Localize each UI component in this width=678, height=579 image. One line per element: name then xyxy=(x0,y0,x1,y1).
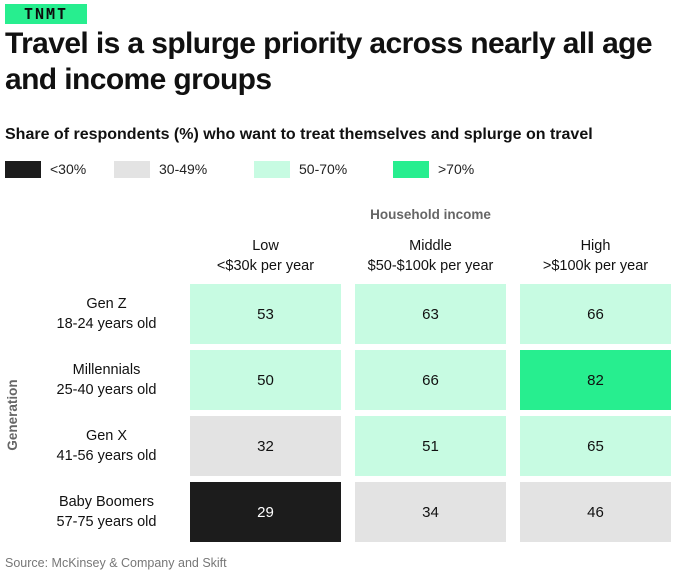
legend: <30% 30-49% 50-70% >70% xyxy=(5,158,673,180)
heatmap-cell: 34 xyxy=(355,482,506,542)
row-header-name: Gen X xyxy=(85,428,128,444)
row-header-range: 25-40 years old xyxy=(56,382,157,398)
row-header-range: 57-75 years old xyxy=(56,514,157,530)
column-header-low: Low <$30k per year xyxy=(190,236,341,276)
row-header-baby-boomers: Baby Boomers 57-75 years old xyxy=(28,482,185,542)
row-header-name: Baby Boomers xyxy=(58,494,155,510)
heatmap-cell: 66 xyxy=(355,350,506,410)
legend-label: 50-70% xyxy=(299,161,348,177)
legend-swatch xyxy=(393,160,429,178)
chart-title: Travel is a splurge priority across near… xyxy=(5,27,653,96)
heatmap-cell-value: 34 xyxy=(422,503,439,521)
heatmap-cell: 32 xyxy=(190,416,341,476)
row-header-gen-z: Gen Z 18-24 years old xyxy=(28,284,185,344)
heatmap-cell: 53 xyxy=(190,284,341,344)
heatmap-cell: 65 xyxy=(520,416,671,476)
heatmap-cell-value: 82 xyxy=(587,371,604,389)
heatmap-cell-value: 50 xyxy=(257,371,274,389)
brand-logo: TNMT xyxy=(5,4,87,24)
heatmap-cell: 51 xyxy=(355,416,506,476)
column-header-high: High >$100k per year xyxy=(520,236,671,276)
heatmap-cell-value: 66 xyxy=(422,371,439,389)
column-header-middle: Middle $50-$100k per year xyxy=(355,236,506,276)
legend-swatch xyxy=(114,160,150,178)
row-header-millennials: Millennials 25-40 years old xyxy=(28,350,185,410)
legend-label: >70% xyxy=(438,161,475,177)
heatmap-cell: 29 xyxy=(190,482,341,542)
legend-item-under-30: <30% xyxy=(5,158,86,180)
heatmap-cell-value: 51 xyxy=(422,437,439,455)
column-header-name: Middle xyxy=(409,238,452,254)
row-header-range: 18-24 years old xyxy=(56,316,157,332)
row-header-range: 41-56 years old xyxy=(56,448,157,464)
legend-item-30-49: 30-49% xyxy=(114,158,207,180)
heatmap-cell-value: 53 xyxy=(257,305,274,323)
brand-logo-text: TNMT xyxy=(23,5,69,23)
y-group-title: Generation xyxy=(5,379,20,451)
row-header-name: Millennials xyxy=(72,362,141,378)
legend-item-50-70: 50-70% xyxy=(254,158,347,180)
heatmap-cell: 63 xyxy=(355,284,506,344)
heatmap-cell: 46 xyxy=(520,482,671,542)
legend-item-over-70: >70% xyxy=(393,158,474,180)
legend-swatch xyxy=(254,160,290,178)
source-note: Source: McKinsey & Company and Skift xyxy=(5,556,227,570)
heatmap-cell-value: 46 xyxy=(587,503,604,521)
column-header-range: $50-$100k per year xyxy=(367,258,494,274)
legend-label: 30-49% xyxy=(159,161,208,177)
legend-swatch xyxy=(5,160,41,178)
heatmap-cell-value: 32 xyxy=(257,437,274,455)
heatmap-cell-value: 29 xyxy=(257,503,274,521)
row-header-gen-x: Gen X 41-56 years old xyxy=(28,416,185,476)
column-header-name: Low xyxy=(252,238,279,254)
heatmap-cell: 82 xyxy=(520,350,671,410)
row-header-name: Gen Z xyxy=(86,296,127,312)
heatmap-cell: 50 xyxy=(190,350,341,410)
column-header-range: >$100k per year xyxy=(542,258,649,274)
legend-label: <30% xyxy=(50,161,87,177)
heatmap-cell-value: 65 xyxy=(587,437,604,455)
heatmap-cell-value: 66 xyxy=(587,305,604,323)
chart-subtitle: Share of respondents (%) who want to tre… xyxy=(5,126,593,143)
heatmap-cell: 66 xyxy=(520,284,671,344)
x-group-title: Household income xyxy=(370,207,491,222)
column-header-range: <$30k per year xyxy=(216,258,315,274)
heatmap-cell-value: 63 xyxy=(422,305,439,323)
column-header-name: High xyxy=(580,238,611,254)
